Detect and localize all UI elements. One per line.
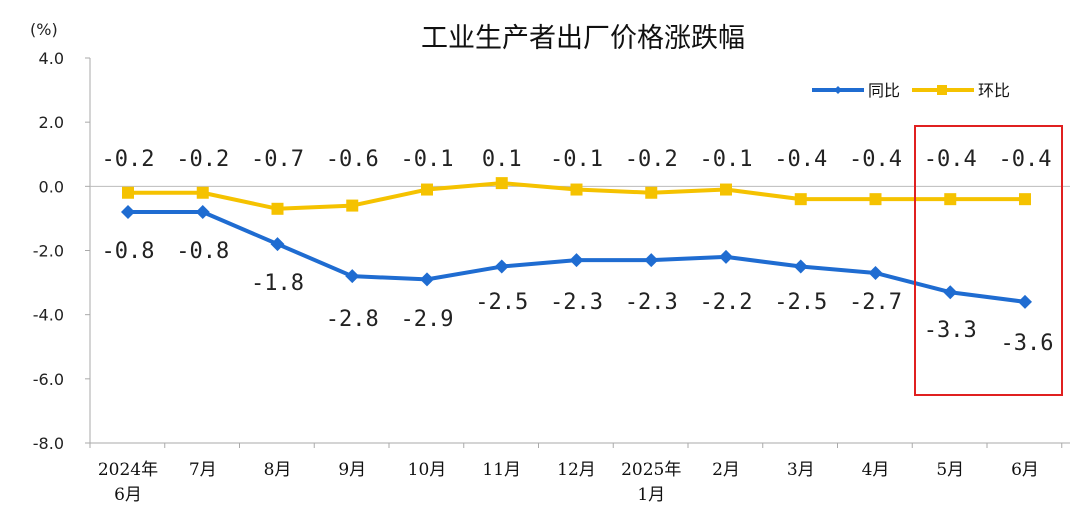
- data-label: -0.8: [102, 239, 155, 264]
- data-point: [719, 249, 733, 264]
- data-label: -0.7: [251, 147, 304, 172]
- data-label: -2.8: [326, 307, 379, 332]
- data-label: -0.1: [550, 147, 603, 172]
- x-tick-label: 11月: [482, 460, 521, 480]
- data-point: [121, 205, 135, 219]
- data-label: -0.2: [625, 147, 678, 172]
- data-point: [793, 259, 808, 274]
- data-label: -0.1: [700, 147, 753, 172]
- data-label: -0.2: [176, 147, 229, 172]
- data-point: [122, 186, 134, 199]
- x-tick-label: 1月: [637, 485, 665, 505]
- x-tick-label: 10月: [408, 460, 447, 480]
- x-tick-label: 6月: [114, 485, 142, 505]
- x-tick-label: 7月: [189, 460, 217, 480]
- legend-swatch-marker: [834, 86, 842, 94]
- data-point: [944, 193, 957, 206]
- data-label: -0.6: [326, 147, 379, 172]
- chart-unit-label: (%): [30, 20, 58, 39]
- legend-label: 环比: [978, 81, 1010, 100]
- legend-label: 同比: [868, 81, 900, 100]
- data-label: -0.1: [401, 147, 454, 172]
- legend-swatch-marker: [937, 85, 947, 95]
- x-tick-label: 12月: [557, 460, 596, 480]
- data-point: [494, 259, 509, 274]
- data-point: [1019, 193, 1031, 206]
- data-point: [495, 177, 508, 190]
- data-point: [794, 193, 807, 206]
- data-point: [720, 183, 732, 196]
- data-point: [644, 253, 659, 268]
- data-label: -0.4: [849, 147, 902, 172]
- data-point: [421, 183, 433, 196]
- y-tick-label: 4.0: [39, 49, 64, 68]
- data-label: -0.8: [176, 239, 229, 264]
- data-point: [195, 205, 210, 219]
- data-point: [345, 269, 360, 284]
- x-tick-label: 4月: [862, 460, 890, 480]
- x-tick-label: 2025年: [621, 460, 681, 480]
- data-point: [569, 253, 584, 268]
- data-point: [869, 193, 882, 206]
- data-label: 0.1: [482, 147, 522, 172]
- x-tick-label: 5月: [936, 460, 964, 480]
- data-point: [420, 272, 434, 287]
- x-tick-label: 2月: [712, 460, 740, 480]
- chart-title: 工业生产者出厂价格涨跌幅: [421, 23, 745, 54]
- data-label: -2.9: [401, 307, 454, 332]
- x-tick-label: 3月: [787, 460, 815, 480]
- y-tick-label: 2.0: [39, 113, 64, 132]
- y-tick-label: -4.0: [33, 306, 64, 325]
- data-label: -2.7: [849, 290, 902, 315]
- highlight-box: [914, 125, 1063, 396]
- data-label: -1.8: [251, 271, 304, 296]
- data-point: [570, 183, 583, 196]
- data-label: -0.4: [999, 147, 1052, 172]
- y-tick-label: -6.0: [33, 370, 64, 389]
- y-tick-label: -8.0: [33, 434, 64, 453]
- x-tick-label: 9月: [338, 460, 366, 480]
- y-tick-label: 0.0: [39, 177, 64, 196]
- x-tick-label: 2024年: [98, 460, 158, 480]
- data-label: -2.3: [550, 290, 603, 315]
- data-point: [645, 186, 658, 199]
- x-tick-label: 8月: [264, 460, 292, 480]
- data-point: [271, 202, 284, 215]
- data-label: -2.2: [700, 290, 753, 315]
- data-label: -3.3: [924, 318, 977, 343]
- x-tick-label: 6月: [1011, 460, 1039, 480]
- data-point: [1018, 294, 1032, 309]
- y-tick-label: -2.0: [33, 242, 64, 261]
- data-point: [346, 199, 359, 212]
- data-label: -2.5: [475, 290, 528, 315]
- data-point: [943, 285, 958, 300]
- data-label: -0.4: [774, 147, 827, 172]
- data-point: [196, 186, 209, 199]
- data-label: -2.5: [774, 290, 827, 315]
- data-label: -3.6: [1001, 331, 1054, 356]
- data-label: -2.3: [625, 290, 678, 315]
- data-label: -0.4: [924, 147, 977, 172]
- data-label: -0.2: [102, 147, 155, 172]
- data-point: [270, 237, 285, 252]
- data-point: [868, 265, 883, 280]
